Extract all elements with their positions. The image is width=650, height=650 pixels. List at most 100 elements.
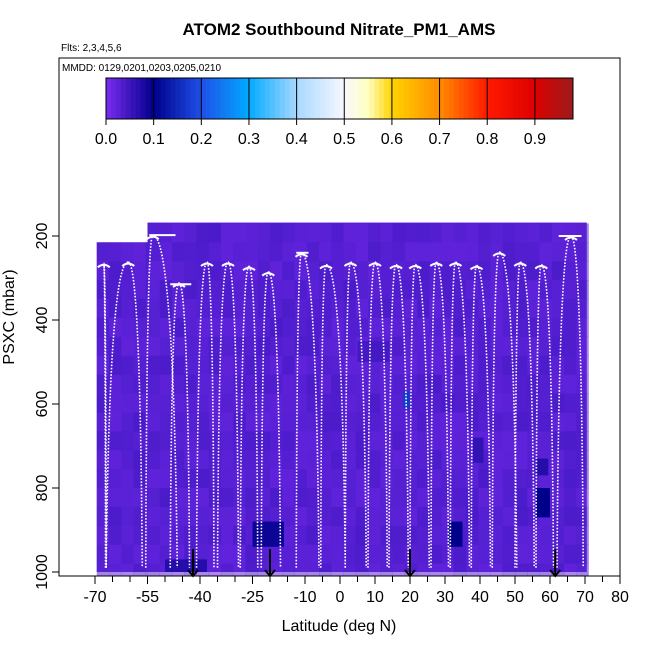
colorbar-tick-label: 0.8 bbox=[476, 131, 498, 148]
texture-cell bbox=[453, 469, 467, 489]
texture-cell bbox=[527, 223, 540, 243]
texture-cell bbox=[233, 299, 246, 319]
texture-cell bbox=[478, 506, 491, 527]
texture-cell bbox=[196, 525, 210, 545]
texture-cell bbox=[343, 488, 357, 508]
texture-cell bbox=[145, 544, 148, 564]
texture-cell bbox=[331, 299, 344, 319]
x-tick-label: 40 bbox=[471, 589, 489, 606]
texture-cell bbox=[133, 469, 147, 489]
texture-cell bbox=[121, 450, 134, 470]
texture-cell bbox=[576, 317, 589, 338]
texture-cell bbox=[453, 393, 467, 413]
texture-cell bbox=[96, 355, 110, 375]
texture-cell bbox=[109, 336, 122, 356]
texture-cell bbox=[245, 412, 259, 432]
texture-cell bbox=[478, 525, 491, 545]
texture-cell bbox=[196, 412, 210, 432]
profile-top-12 bbox=[389, 265, 403, 270]
texture-cell bbox=[184, 336, 197, 356]
texture-cell bbox=[478, 355, 491, 375]
texture-cell bbox=[133, 355, 147, 375]
colorbar-slice bbox=[483, 78, 489, 119]
arrow-head-2 bbox=[404, 569, 416, 578]
texture-cell bbox=[145, 280, 148, 300]
texture-cell bbox=[404, 431, 418, 451]
texture-cell bbox=[417, 261, 430, 281]
texture-cell bbox=[539, 374, 553, 394]
texture-cell bbox=[319, 506, 332, 527]
texture-cell bbox=[490, 355, 504, 375]
plot-area bbox=[96, 222, 589, 576]
colorbar-slice bbox=[180, 78, 186, 119]
profile-ascent-11 bbox=[367, 261, 376, 568]
colorbar-slice bbox=[304, 78, 311, 119]
chart-title: ATOM2 Southbound Nitrate_PM1_AMS bbox=[183, 20, 496, 39]
x-axis: -70 -55 -40 -25 -10 0 10 20 30 40 50 60 70 80 bbox=[83, 576, 629, 606]
texture-cell bbox=[502, 488, 516, 508]
colorbar-slice bbox=[309, 78, 316, 119]
texture-cell bbox=[159, 299, 173, 319]
texture-cell bbox=[368, 374, 381, 394]
profile-ascent-19 bbox=[535, 263, 543, 568]
enhancement-cell-5 bbox=[165, 559, 207, 572]
texture-cell bbox=[145, 563, 148, 576]
enhancement-cell-7 bbox=[357, 341, 389, 362]
texture-cell bbox=[392, 299, 406, 319]
texture-cell bbox=[233, 317, 246, 338]
texture-cell bbox=[245, 506, 259, 527]
texture-cell bbox=[257, 299, 271, 319]
colorbar-slice bbox=[359, 78, 365, 119]
colorbar-tick-label: 0.2 bbox=[190, 131, 212, 148]
texture-cell bbox=[306, 393, 320, 413]
texture-cell bbox=[208, 355, 222, 375]
texture-cell bbox=[306, 242, 320, 262]
texture-cell bbox=[576, 374, 589, 394]
texture-cell bbox=[233, 469, 246, 489]
texture-cell bbox=[133, 261, 147, 281]
x-tick-label: 20 bbox=[401, 589, 419, 606]
texture-cell bbox=[147, 412, 161, 432]
colorbar-tick-label: 0.9 bbox=[524, 131, 546, 148]
texture-cell bbox=[172, 355, 185, 375]
texture-cell bbox=[221, 280, 234, 300]
texture-cell bbox=[453, 242, 467, 262]
texture-cell bbox=[515, 280, 528, 300]
texture-cell bbox=[233, 393, 246, 413]
texture-cell bbox=[282, 317, 295, 338]
texture-cell bbox=[294, 488, 308, 508]
texture-cell bbox=[257, 450, 271, 470]
texture-cell bbox=[121, 261, 134, 281]
texture-cell bbox=[245, 261, 259, 281]
texture-cell bbox=[502, 450, 516, 470]
texture-cell bbox=[490, 563, 504, 576]
texture-cell bbox=[270, 317, 283, 338]
colorbar-slice bbox=[513, 78, 519, 119]
texture-cell bbox=[490, 299, 504, 319]
texture-cell bbox=[133, 374, 147, 394]
texture-cell bbox=[159, 488, 173, 508]
texture-cell bbox=[478, 261, 491, 281]
texture-cell bbox=[429, 223, 442, 243]
texture-cell bbox=[221, 242, 234, 262]
texture-cell bbox=[392, 563, 406, 576]
colorbar-slice bbox=[230, 78, 236, 119]
texture-cell bbox=[417, 506, 430, 527]
texture-cell bbox=[221, 223, 234, 243]
texture-cell bbox=[221, 431, 234, 451]
texture-cell bbox=[319, 450, 332, 470]
texture-cell bbox=[147, 317, 161, 338]
texture-cell bbox=[133, 280, 147, 300]
texture-cell bbox=[453, 223, 467, 243]
texture-cell bbox=[184, 506, 197, 527]
colorbar-slice bbox=[344, 78, 350, 119]
texture-cell bbox=[429, 563, 442, 576]
texture-cell bbox=[208, 412, 222, 432]
colorbar-slice bbox=[274, 78, 281, 119]
texture-cell bbox=[159, 431, 173, 451]
texture-cell bbox=[576, 261, 589, 281]
texture-cell bbox=[147, 544, 161, 564]
y-tick-label: 800 bbox=[34, 475, 51, 502]
texture-cell bbox=[319, 336, 332, 356]
flight-track bbox=[97, 234, 585, 568]
